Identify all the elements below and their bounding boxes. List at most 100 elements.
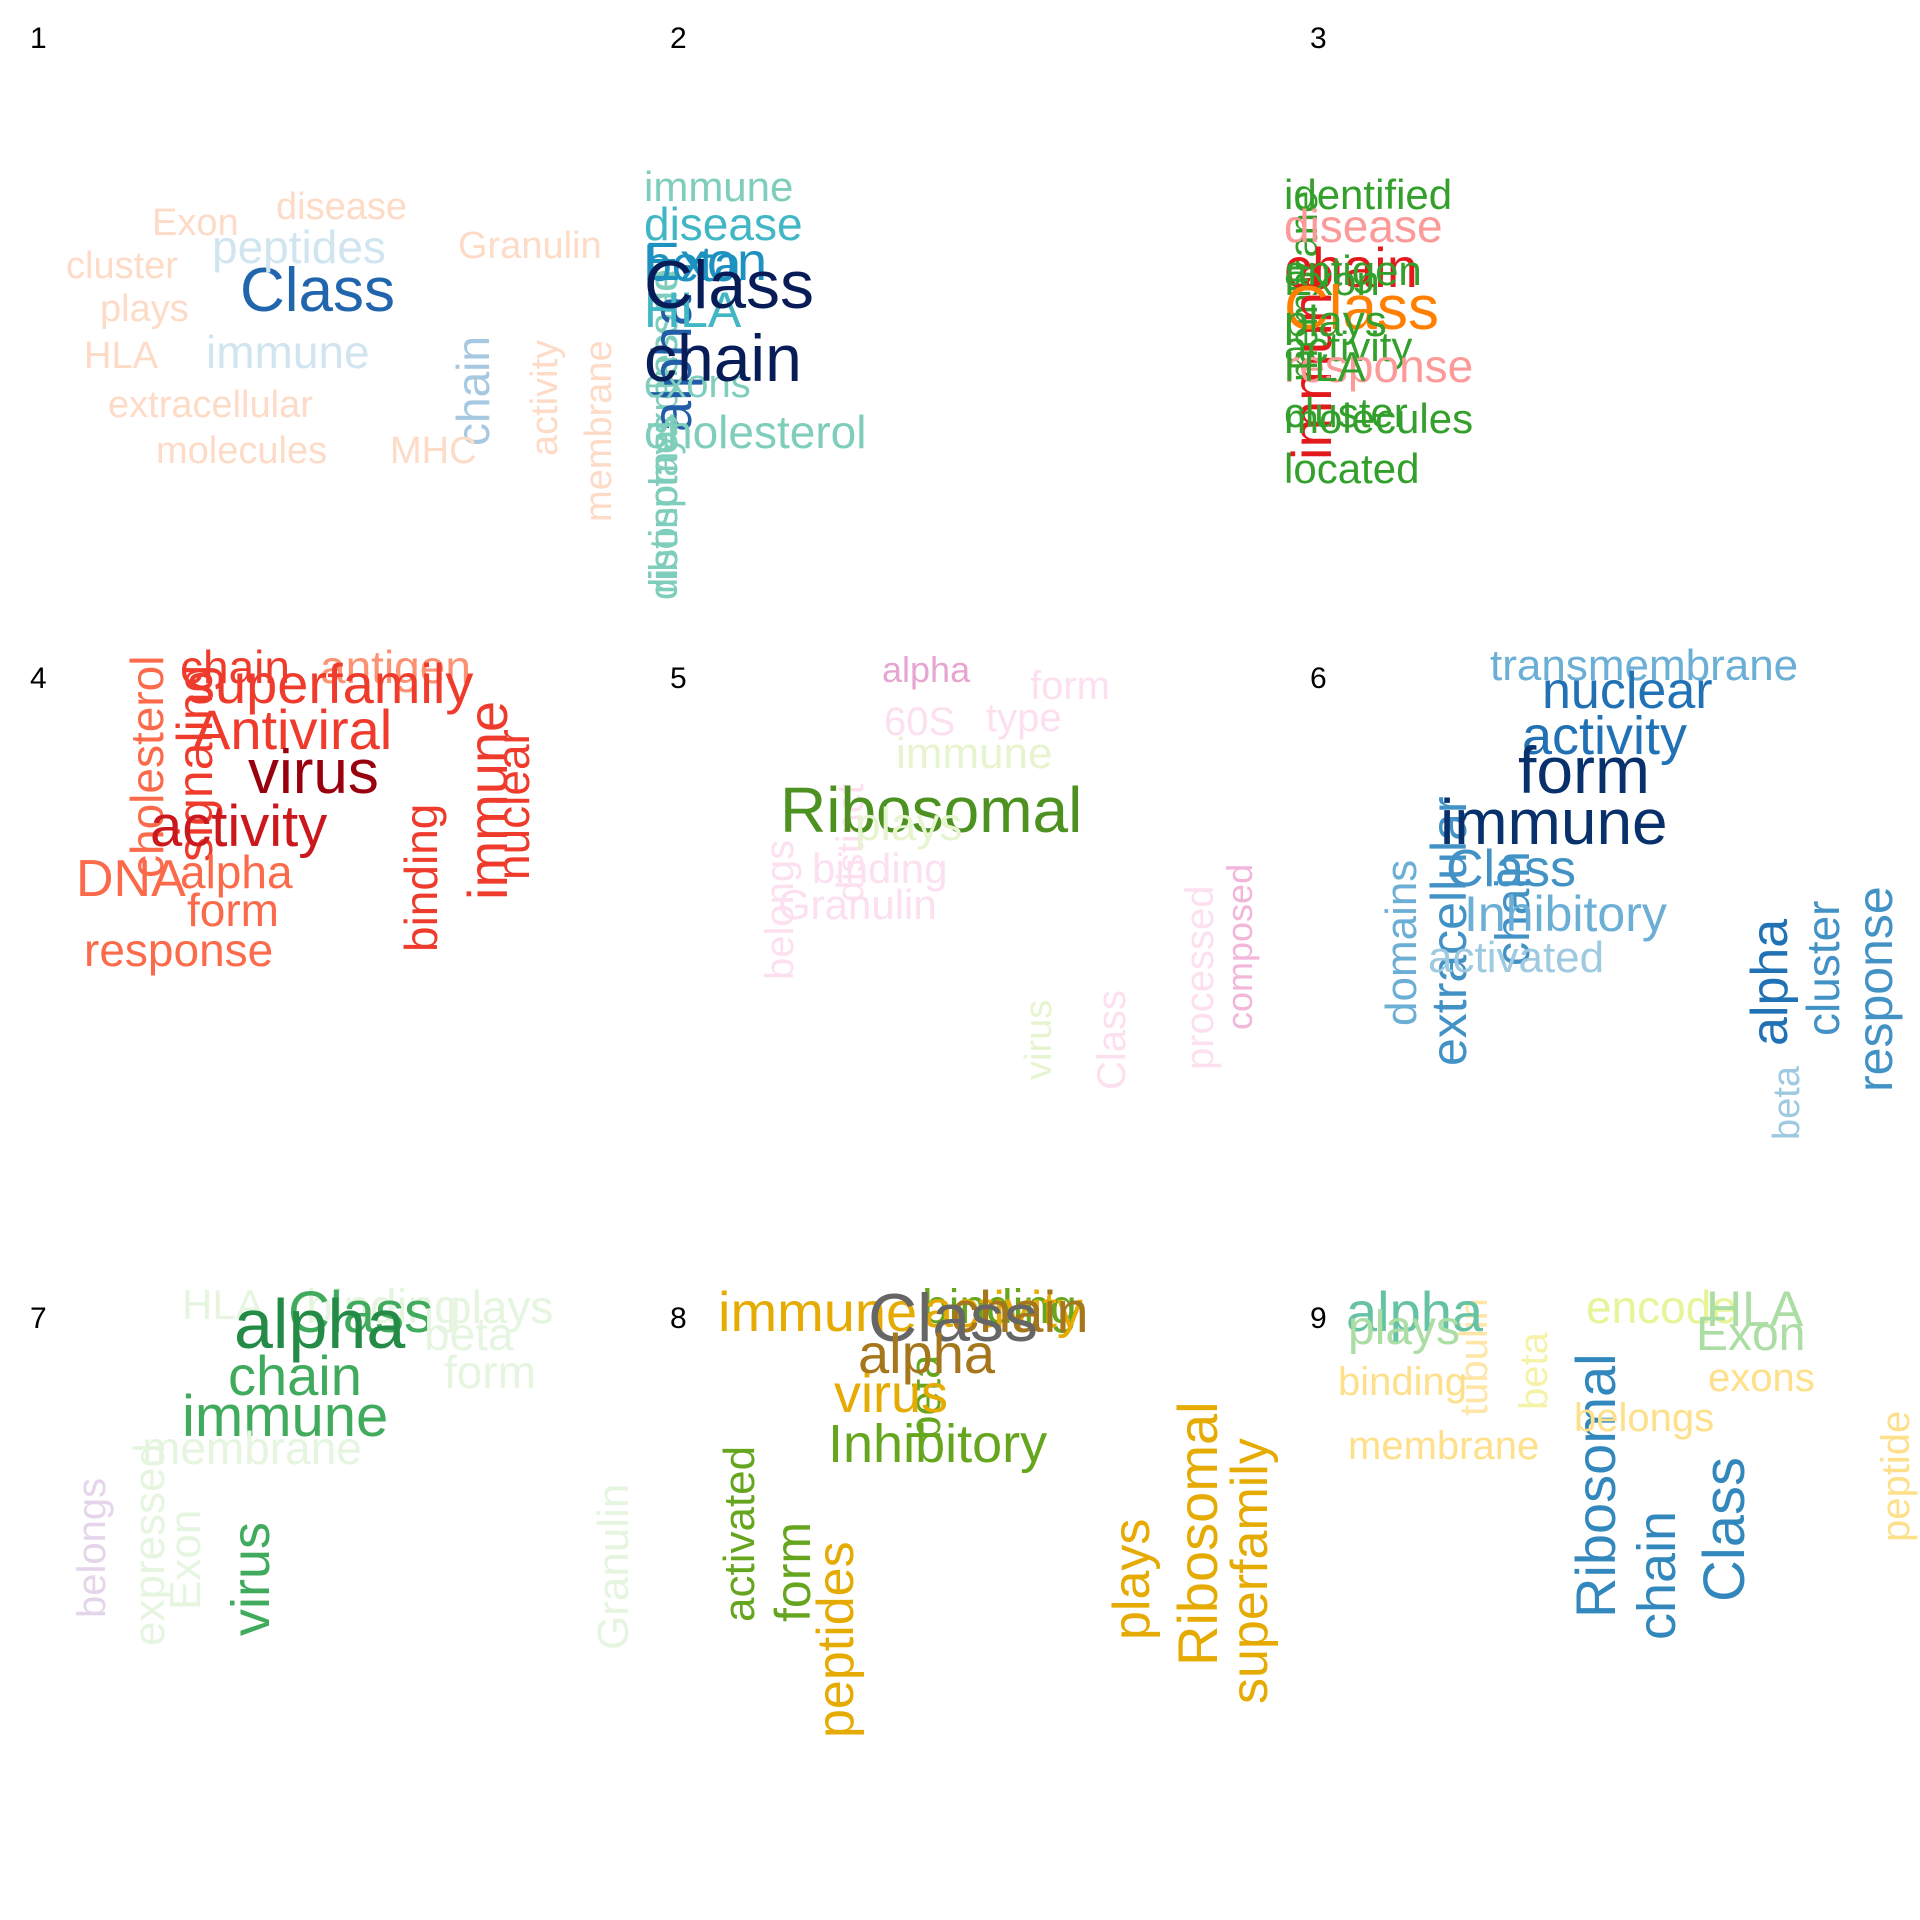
word-beta: beta <box>1766 1066 1808 1140</box>
word-binding: binding <box>395 803 447 952</box>
word-exons: exons <box>1708 1356 1815 1400</box>
word-response: response <box>1284 339 1474 392</box>
word-plays: plays <box>100 287 189 330</box>
word-ribosomal: Ribosomal <box>1564 1353 1627 1618</box>
word-virus: virus <box>221 1521 281 1636</box>
word-disease: disease <box>1284 199 1443 252</box>
word-activity: activity <box>150 793 328 859</box>
word-extracellular: extracellular <box>108 383 313 426</box>
word-class: Class <box>1090 989 1134 1090</box>
word-chain: chain <box>644 320 802 395</box>
word-class: Class <box>240 256 396 326</box>
panel-number: 1 <box>30 22 47 55</box>
word-exon: Exon <box>1284 257 1380 305</box>
word-dna: DNA <box>76 850 186 909</box>
word-antigen: antigen <box>1284 247 1422 295</box>
word-hla: HLA <box>84 334 158 377</box>
word-beta: beta <box>424 1307 514 1360</box>
word-chain: chain <box>180 640 290 693</box>
word-activated: activated <box>1428 933 1605 983</box>
word-peptides: peptides <box>212 220 386 273</box>
word-immune: immune <box>206 325 370 378</box>
word-binding: binding <box>306 1280 461 1334</box>
word-granulin: Granulin <box>458 224 602 267</box>
word-chain: chain <box>950 1280 1089 1345</box>
word-cluster: cluster <box>1284 389 1408 437</box>
word-antigen: antigen <box>320 640 471 693</box>
word-located: located <box>1284 445 1420 493</box>
word-activity: activity <box>524 339 566 456</box>
word-inhibitory: Inhibitory <box>1464 886 1667 942</box>
word-class: Class <box>644 246 815 323</box>
wordcloud-panel-8: 8 binding beta activated activity immune chain… <box>640 1280 1280 1920</box>
word-disease: disease <box>276 185 407 228</box>
word-class: Class <box>1284 274 1440 344</box>
wordcloud-panel-9: 9 tubulin beta Ribosomal encode alpha chain Cla… <box>1280 1280 1920 1920</box>
word-antiviral: Antiviral <box>193 697 393 761</box>
word-membrane: membrane <box>578 340 620 522</box>
word-virus: virus <box>834 1364 949 1425</box>
word-binding: binding <box>812 845 948 893</box>
word-mhc: MHC <box>390 429 477 472</box>
word-alpha: alpha <box>180 845 293 898</box>
word-granulin: Granulin <box>778 881 937 929</box>
panel-number: 8 <box>670 1302 687 1335</box>
word-chain: chain <box>228 1343 362 1407</box>
word-peptides: peptides <box>807 1541 865 1738</box>
word-transmembrane: transmembrane <box>1490 640 1799 690</box>
word-form: form <box>444 1345 536 1398</box>
word-response: response <box>84 923 274 976</box>
word-virus: virus <box>1018 999 1060 1080</box>
word-identified: identified <box>1284 171 1453 219</box>
word-superfamily: superfamily <box>1221 1438 1279 1704</box>
word-membrane: membrane <box>142 1421 362 1474</box>
word-alpha: alpha <box>1741 918 1799 1046</box>
panel-number: 5 <box>670 662 687 695</box>
word-nuclear: nuclear <box>1542 662 1713 721</box>
word-plays: plays <box>446 1280 554 1333</box>
word-binding: binding <box>922 1280 1077 1334</box>
wordcloud-panel-4: 4 antigen chain cholesterol signaling superfa… <box>0 640 640 1280</box>
word-exon: Exon <box>161 1509 210 1610</box>
word-cluster: cluster <box>1797 900 1849 1036</box>
word-ribosomal: Ribosomal <box>1166 1401 1229 1666</box>
panel-number: 3 <box>1310 22 1327 55</box>
wordcloud-panel-6: 6 transmembrane domains extracellular chain n… <box>1280 640 1920 1280</box>
word-beta: beta <box>644 236 742 292</box>
word-alpha: alpha <box>1346 1280 1484 1343</box>
word-plays: plays <box>1284 297 1387 347</box>
word-60s: 60S <box>884 700 956 744</box>
word-granulin: Granulin <box>589 1483 638 1650</box>
wordcloud-panel-3: 3 membrane identified disease immune chain ant… <box>1280 0 1920 640</box>
word-activity: activity <box>1522 706 1688 767</box>
word-domains: domains <box>1377 859 1426 1026</box>
word-hla: HLA <box>1706 1281 1804 1337</box>
word-composed: composed <box>1219 863 1260 1030</box>
word-belongs: belongs <box>70 1477 114 1618</box>
word-class: Class <box>1692 1456 1757 1602</box>
word-chain: chain <box>1627 1510 1687 1640</box>
word-beta: beta <box>1512 1332 1556 1410</box>
word-alpha: alpha <box>882 648 971 690</box>
word-type: type <box>986 696 1062 740</box>
word-form: form <box>187 883 279 936</box>
panel-number: 2 <box>670 22 687 55</box>
word-class: Class <box>1446 840 1577 899</box>
word-activity: activity <box>1284 323 1413 371</box>
word-inhibitory: Inhibitory <box>828 1414 1048 1475</box>
word-molecules: molecules <box>156 429 328 472</box>
word-class: Class <box>868 1280 1039 1356</box>
word-hla: HLA <box>644 282 742 338</box>
word-hla: HLA <box>1284 343 1366 391</box>
word-immune: immune <box>182 1383 389 1449</box>
wordcloud-panel-1: 1 Class peptides immune chain Exon disease Gran… <box>0 0 640 640</box>
panel-number: 7 <box>30 1302 47 1335</box>
word-exon: Exon <box>152 201 239 244</box>
word-immune: immune <box>1440 786 1668 859</box>
wordcloud-panel-2: 2 immune expressed disease encode beta Exon alp… <box>640 0 1280 640</box>
word-superfamily: superfamily <box>187 651 474 715</box>
word-belongs: belongs <box>1574 1396 1715 1440</box>
word-binding: binding <box>1338 1360 1468 1404</box>
word-processed: processed <box>1178 885 1222 1070</box>
